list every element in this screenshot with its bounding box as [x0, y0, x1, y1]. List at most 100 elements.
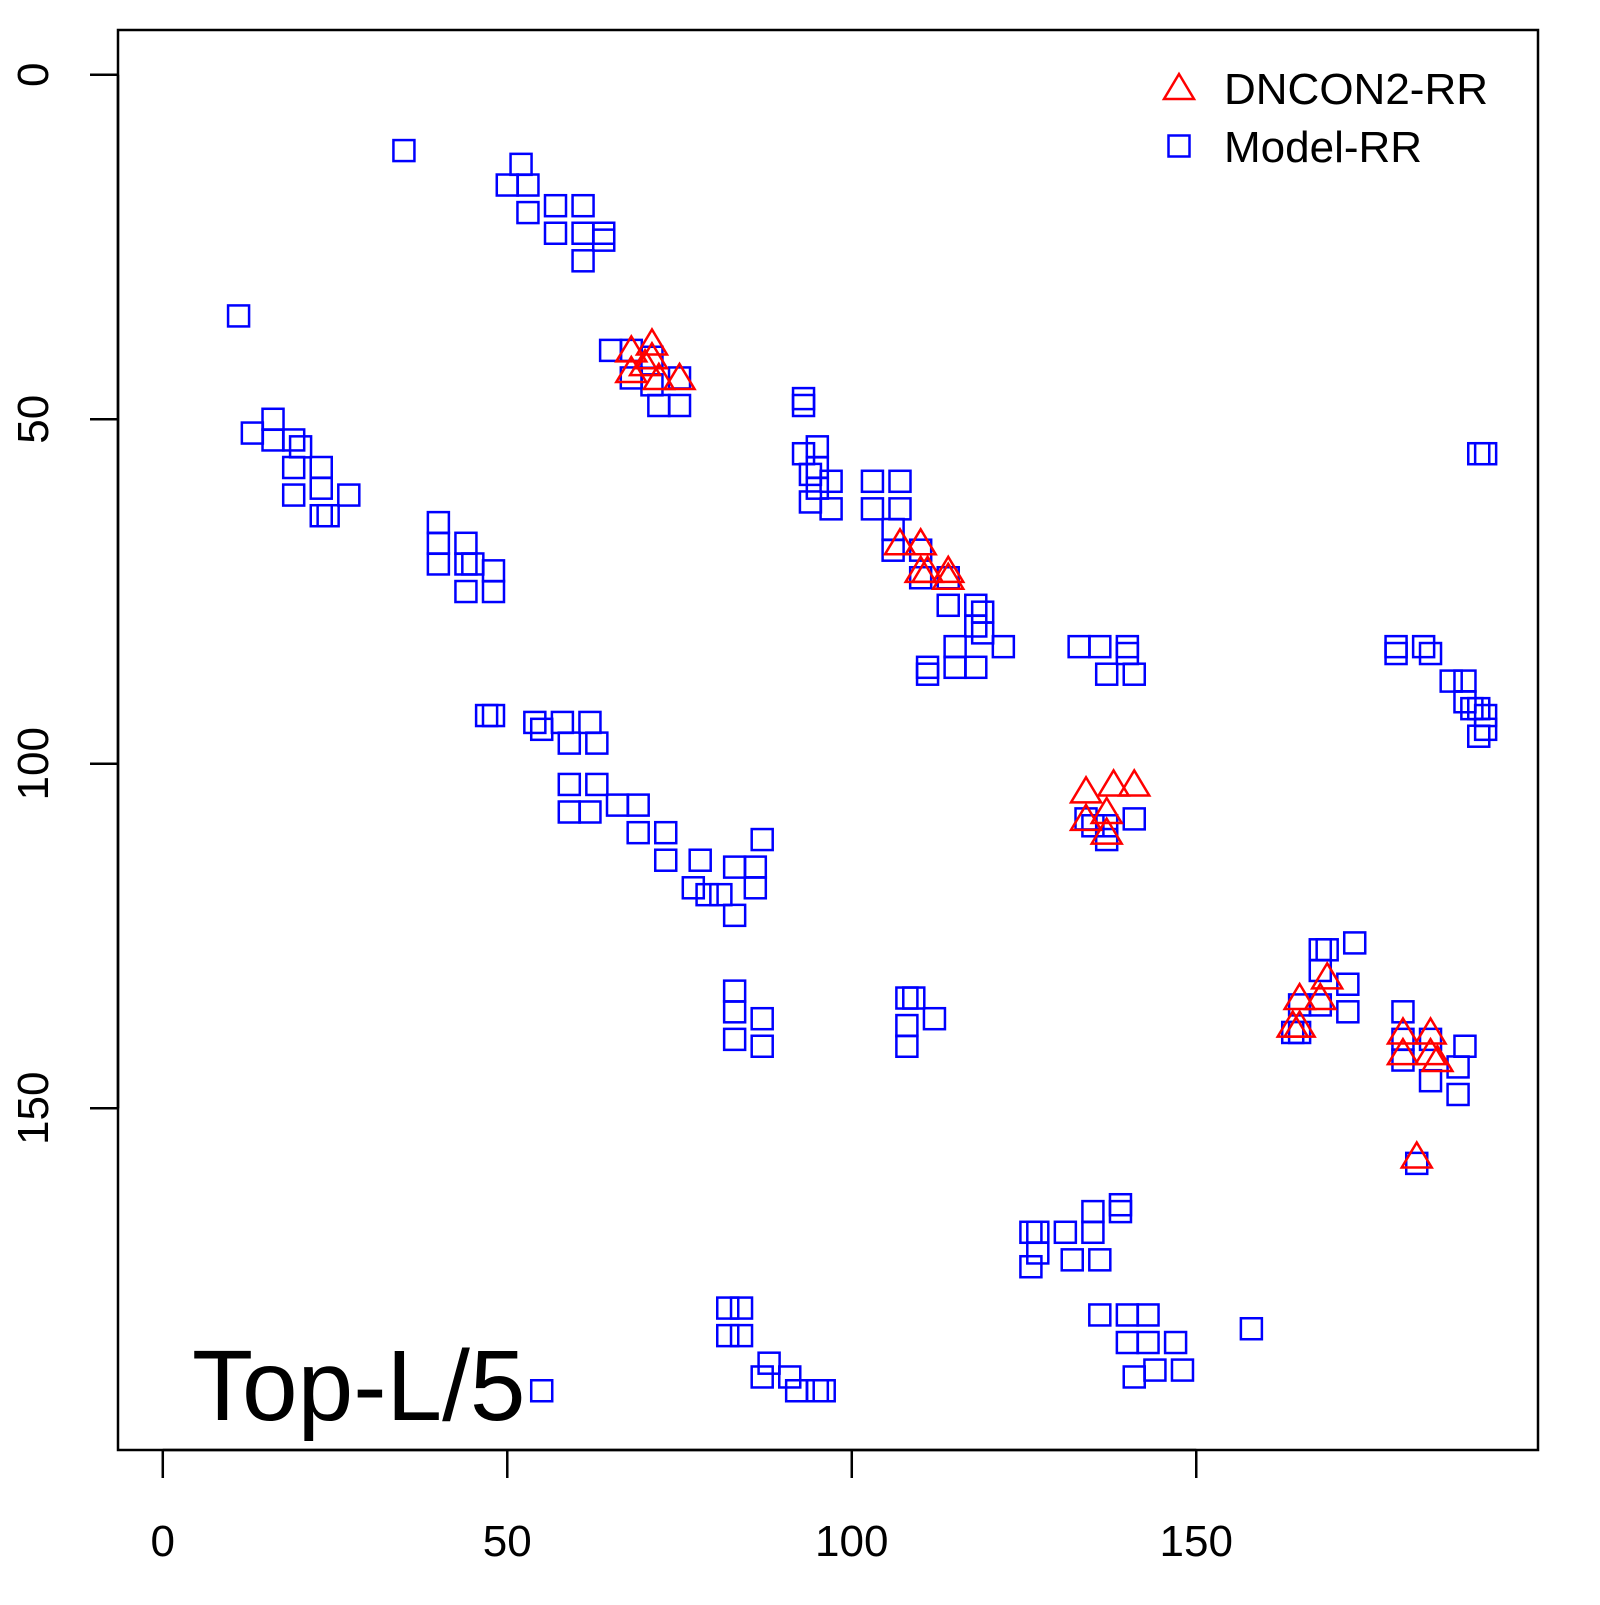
model-rr-point — [557, 731, 582, 755]
dncon2-rr-point — [1413, 1036, 1448, 1066]
model-rr-point — [426, 510, 451, 535]
model-rr-point — [716, 1296, 740, 1320]
model-rr-point — [1336, 972, 1360, 996]
model-rr-point — [516, 173, 540, 197]
model-rr-point — [667, 393, 692, 418]
model-rr-point — [1473, 703, 1498, 728]
model-rr-point — [1453, 1034, 1477, 1059]
dncon2-rr-point — [1309, 960, 1345, 990]
model-rr-point — [1439, 669, 1463, 693]
model-rr-point — [819, 469, 843, 494]
dncon2-rr-point — [1089, 795, 1124, 825]
model-rr-point — [337, 483, 361, 507]
model-rr-point — [591, 228, 616, 252]
model-rr-point — [908, 538, 933, 562]
model-rr-point — [309, 455, 334, 480]
model-rr-point — [722, 979, 747, 1003]
model-rr-point — [261, 428, 285, 452]
model-rr-point — [1418, 1027, 1443, 1052]
dncon2-rr-point — [614, 354, 649, 384]
dncon2-rr-point — [1399, 1140, 1434, 1169]
model-rr-point — [1019, 1254, 1043, 1279]
model-rr-point — [922, 1006, 947, 1031]
dncon2-rr-point — [634, 340, 670, 370]
model-rr-point — [1336, 1000, 1360, 1024]
model-rr-point — [798, 490, 823, 514]
model-rr-point — [516, 200, 540, 225]
dncon2-rr-point — [1385, 1036, 1421, 1066]
model-rr-point — [454, 579, 478, 604]
model-rr-point — [964, 655, 988, 680]
dncon2-rr-point — [614, 333, 649, 363]
model-rr-point — [743, 876, 768, 900]
model-rr-point — [729, 1323, 754, 1348]
model-rr-point — [1418, 1068, 1443, 1093]
dncon2-rr-point — [627, 347, 663, 377]
model-rr-point — [970, 621, 995, 645]
dncon2-rr-point — [1117, 768, 1152, 797]
model-rr-point — [653, 820, 678, 845]
model-rr-point — [454, 552, 478, 576]
model-rr-point — [1088, 634, 1112, 659]
model-rr-point — [991, 634, 1016, 659]
model-rr-point — [805, 1378, 830, 1403]
model-rr-point — [757, 1351, 781, 1375]
series-model-rr — [226, 138, 1498, 1403]
model-rr-point — [902, 986, 926, 1010]
legend-triangle-icon — [1161, 71, 1197, 101]
model-rr-point — [1143, 1358, 1167, 1382]
model-rr-point — [591, 221, 616, 246]
model-rr-point — [722, 1000, 747, 1024]
model-rr-point — [226, 304, 251, 328]
model-rr-point — [688, 848, 712, 872]
model-rr-point — [426, 552, 451, 576]
model-rr-point — [915, 655, 940, 680]
model-rr-point — [1094, 814, 1119, 838]
model-rr-point — [1094, 662, 1119, 686]
model-rr-point — [681, 876, 706, 900]
model-rr-point — [1136, 1303, 1160, 1327]
model-rr-point — [481, 559, 506, 583]
model-rr-point — [1094, 827, 1119, 852]
model-rr-point — [474, 703, 499, 728]
model-rr-point — [281, 428, 306, 452]
model-rr-point — [571, 249, 595, 273]
model-rr-point — [743, 855, 768, 879]
model-rr-point — [1136, 1330, 1160, 1355]
model-rr-point — [288, 435, 313, 459]
model-rr-point — [1446, 1082, 1470, 1107]
dncon2-rr-point — [662, 361, 697, 391]
dncon2-rr-point — [634, 327, 670, 356]
dncon2-rr-point — [910, 554, 945, 584]
model-rr-point — [578, 710, 602, 735]
y-tick-label: 100 — [9, 727, 58, 800]
model-rr-point — [722, 903, 747, 928]
model-rr-point — [1391, 1000, 1415, 1024]
x-tick-label: 50 — [483, 1517, 532, 1566]
model-rr-point — [1466, 441, 1491, 466]
model-rr-point — [791, 441, 816, 466]
model-rr-point — [426, 531, 451, 556]
model-rr-point — [1108, 1199, 1133, 1224]
model-rr-point — [509, 152, 533, 177]
model-rr-point — [461, 552, 485, 576]
model-rr-point — [716, 1323, 740, 1348]
dncon2-rr-point — [903, 526, 938, 556]
model-rr-point — [1466, 724, 1491, 748]
model-rr-point — [915, 662, 940, 686]
model-rr-point — [529, 717, 554, 742]
legend-label: Model-RR — [1224, 123, 1422, 172]
model-rr-point — [1411, 634, 1436, 659]
model-rr-point — [316, 503, 340, 528]
x-tick-label: 0 — [151, 1517, 175, 1566]
dncon2-rr-point — [1385, 1016, 1421, 1045]
model-rr-point — [1115, 641, 1140, 666]
model-rr-point — [1170, 1358, 1195, 1382]
model-rr-point — [240, 421, 265, 445]
model-rr-point — [454, 531, 478, 556]
model-rr-point — [605, 793, 630, 817]
model-rr-point — [1384, 634, 1408, 659]
model-rr-point — [585, 772, 609, 797]
model-rr-point — [819, 497, 843, 521]
model-rr-point — [1308, 993, 1333, 1017]
